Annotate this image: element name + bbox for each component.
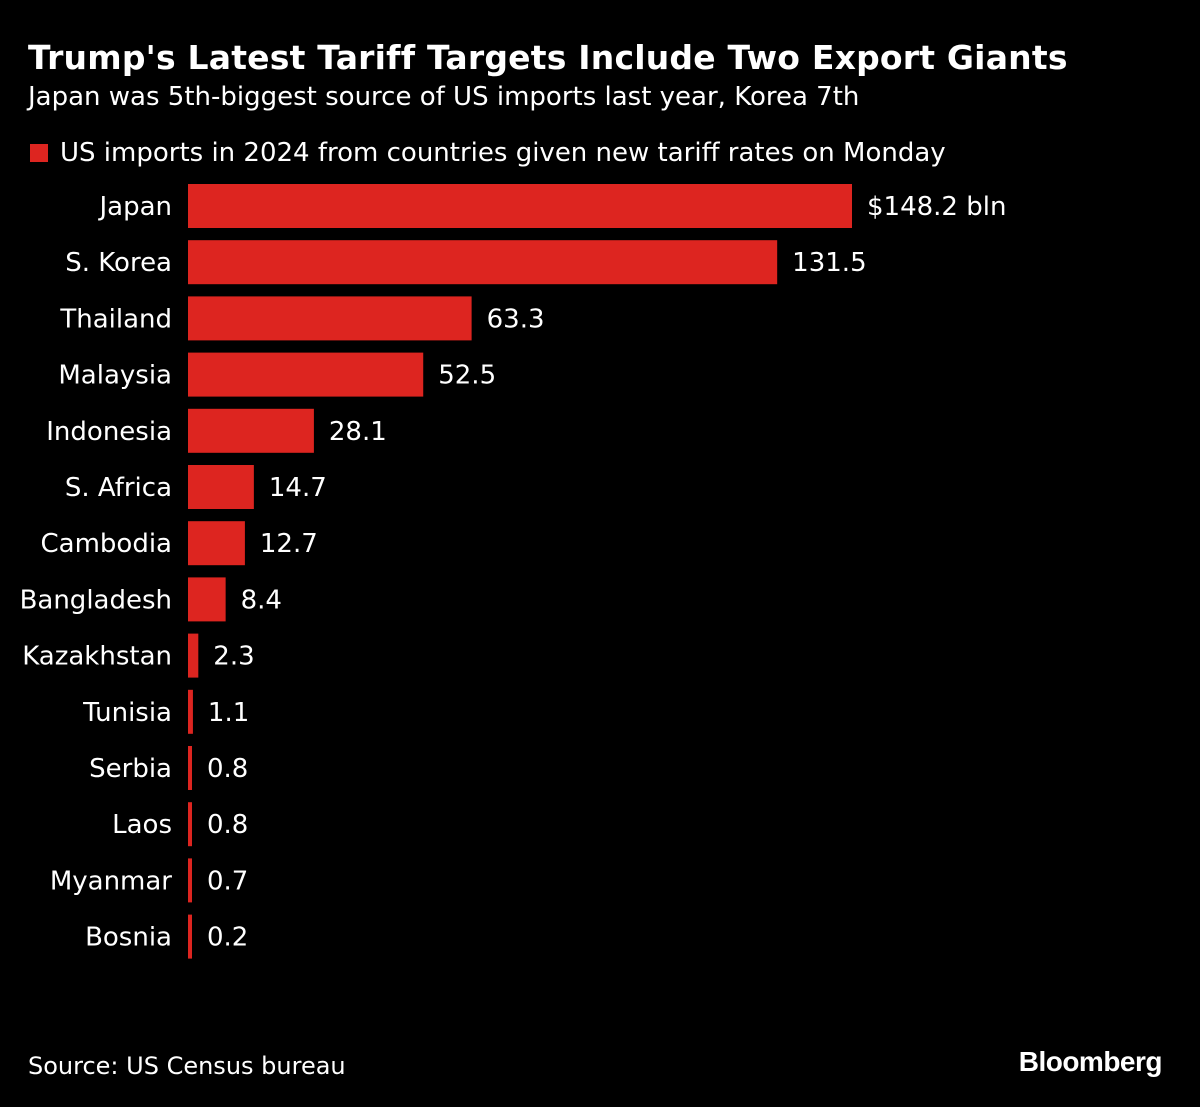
data-label: 0.7 bbox=[207, 866, 248, 896]
data-label: 12.7 bbox=[260, 529, 318, 559]
category-label: Bangladesh bbox=[20, 585, 172, 615]
data-label: 0.8 bbox=[207, 754, 248, 784]
bar-japan bbox=[188, 184, 852, 228]
category-label: Myanmar bbox=[50, 866, 172, 896]
category-label: Kazakhstan bbox=[22, 642, 172, 672]
bar-s-korea bbox=[188, 240, 778, 285]
category-label: S. Africa bbox=[65, 473, 172, 503]
bar-bangladesh bbox=[188, 577, 226, 622]
category-label: Indonesia bbox=[46, 417, 172, 447]
data-label: 8.4 bbox=[241, 585, 282, 615]
legend-label: US imports in 2024 from countries given … bbox=[60, 138, 946, 168]
bar-kazakhstan bbox=[188, 633, 199, 678]
data-label: 14.7 bbox=[269, 473, 327, 503]
category-label: Thailand bbox=[59, 304, 172, 334]
data-label: 0.8 bbox=[207, 810, 248, 840]
category-label: S. Korea bbox=[65, 248, 172, 278]
bar-serbia bbox=[188, 746, 192, 790]
category-label: Serbia bbox=[89, 754, 172, 784]
data-label: 1.1 bbox=[208, 698, 249, 728]
category-label: Tunisia bbox=[82, 698, 172, 728]
data-label: 28.1 bbox=[329, 417, 387, 447]
bar-thailand bbox=[188, 296, 472, 341]
category-label: Bosnia bbox=[85, 923, 172, 953]
bar-cambodia bbox=[188, 521, 245, 566]
chart-title: Trump's Latest Tariff Targets Include Tw… bbox=[28, 38, 1068, 77]
bar-bosnia bbox=[188, 914, 192, 959]
data-label: 63.3 bbox=[487, 304, 545, 334]
category-label: Japan bbox=[97, 192, 172, 222]
data-label: 2.3 bbox=[213, 642, 254, 672]
bloomberg-logo: Bloomberg bbox=[1018, 1046, 1163, 1077]
bar-tunisia bbox=[188, 689, 193, 734]
data-label: 0.2 bbox=[207, 923, 248, 953]
data-label: 131.5 bbox=[792, 248, 866, 278]
source-note: Source: US Census bureau bbox=[28, 1052, 346, 1080]
bar-s-africa bbox=[188, 465, 254, 509]
category-label: Malaysia bbox=[58, 361, 172, 391]
chart-subtitle: Japan was 5th-biggest source of US impor… bbox=[28, 82, 860, 112]
data-label: $148.2 bln bbox=[867, 192, 1006, 222]
category-label: Laos bbox=[112, 810, 172, 840]
bar-malaysia bbox=[188, 352, 424, 397]
legend-swatch bbox=[30, 144, 48, 162]
bar-indonesia bbox=[188, 408, 314, 453]
bar-myanmar bbox=[188, 858, 192, 903]
data-label: 52.5 bbox=[438, 361, 496, 391]
bar-laos bbox=[188, 802, 192, 847]
legend: US imports in 2024 from countries given … bbox=[30, 138, 946, 168]
category-label: Cambodia bbox=[41, 529, 173, 559]
